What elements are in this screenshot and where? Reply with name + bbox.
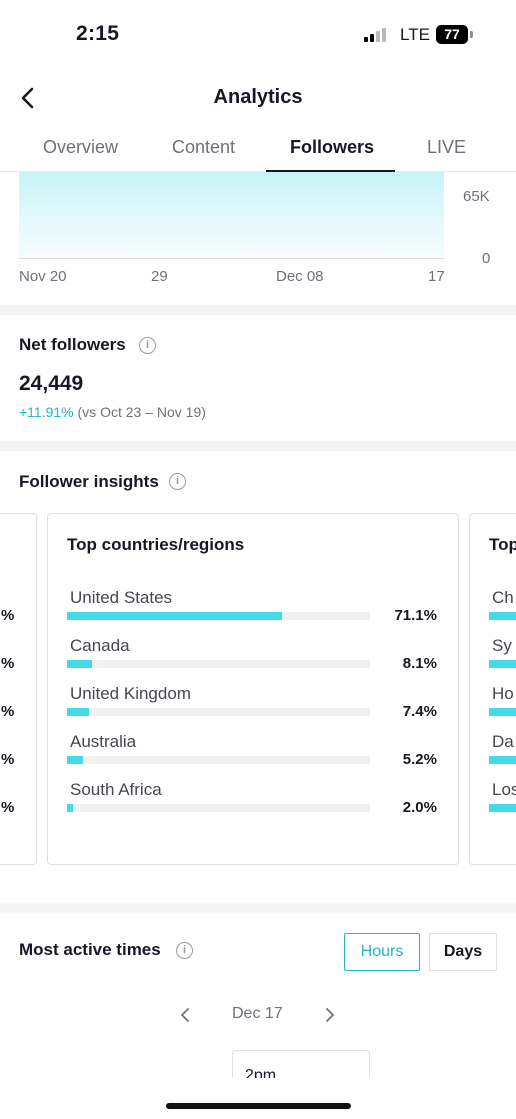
next-date-button[interactable] xyxy=(323,1005,337,1030)
x-tick-label: 29 xyxy=(151,268,168,285)
section-divider xyxy=(0,441,516,451)
country-percent: 71.1% xyxy=(394,607,437,624)
country-bar xyxy=(67,756,83,764)
country-bar-track xyxy=(67,756,370,764)
chart-baseline xyxy=(19,258,444,259)
battery-tip xyxy=(470,31,473,38)
y-tick-label: 0 xyxy=(482,250,491,267)
row-percent: % xyxy=(1,799,15,816)
country-label: United States xyxy=(70,588,173,607)
row-percent: % xyxy=(1,751,15,768)
row-percent: % xyxy=(1,655,15,672)
page-title: Analytics xyxy=(213,86,303,108)
current-date: Dec 17 xyxy=(232,1005,283,1022)
info-icon[interactable]: i xyxy=(169,473,186,490)
country-percent: 2.0% xyxy=(402,799,437,816)
chevron-left-icon xyxy=(181,1008,189,1022)
country-label: United Kingdom xyxy=(70,684,191,703)
active-tab-indicator xyxy=(266,170,395,172)
battery-icon: 77 xyxy=(436,25,468,44)
chart-area-fill xyxy=(19,172,444,258)
info-icon[interactable]: i xyxy=(139,337,156,354)
country-bar xyxy=(67,804,74,812)
network-type: LTE xyxy=(400,25,430,44)
country-bar xyxy=(67,612,283,620)
change-percent: +11.91% xyxy=(19,404,74,420)
header: Analytics xyxy=(0,70,516,126)
country-percent: 8.1% xyxy=(402,655,437,672)
net-followers-change: +11.91% (vs Oct 23 – Nov 19) xyxy=(19,404,206,420)
country-bar xyxy=(67,708,90,716)
country-percent: 7.4% xyxy=(402,703,437,720)
row-bar xyxy=(489,804,516,812)
bottom-safe-area xyxy=(0,1078,516,1119)
chevron-left-icon xyxy=(21,87,34,109)
tab-bar: Overview Content Followers LIVE xyxy=(0,126,516,172)
net-followers-title: Net followers xyxy=(19,335,126,354)
section-divider xyxy=(0,903,516,913)
row-bar xyxy=(489,612,516,620)
signal-icon xyxy=(364,28,386,42)
tab-followers[interactable]: Followers xyxy=(290,137,375,157)
insight-card-previous[interactable]: % % % % % xyxy=(0,513,37,865)
tab-live[interactable]: LIVE xyxy=(427,137,467,157)
most-active-times-title: Most active times xyxy=(19,940,161,959)
country-bar-track xyxy=(67,660,370,668)
followers-chart: 65K 0 Nov 20 29 Dec 08 17 xyxy=(0,172,516,292)
country-label: South Africa xyxy=(70,780,162,799)
row-label: Da xyxy=(492,732,514,751)
hours-toggle-button[interactable]: Hours xyxy=(344,933,420,971)
country-bar xyxy=(67,660,92,668)
tab-overview[interactable]: Overview xyxy=(43,137,119,157)
row-bar xyxy=(489,756,516,764)
days-toggle-button[interactable]: Days xyxy=(429,933,497,971)
previous-date-button[interactable] xyxy=(178,1005,192,1030)
back-button[interactable] xyxy=(14,84,42,112)
status-time: 2:15 xyxy=(76,22,120,45)
country-label: Canada xyxy=(70,636,130,655)
x-tick-label: Nov 20 xyxy=(19,268,67,285)
country-bar-track xyxy=(67,612,370,620)
card-title: Top countries/regions xyxy=(67,535,245,554)
net-followers-value: 24,449 xyxy=(19,372,84,395)
row-label: Los xyxy=(492,780,516,799)
row-bar xyxy=(489,660,516,668)
insight-card-next[interactable]: Top Ch Sy Ho Da Los xyxy=(469,513,516,865)
info-icon[interactable]: i xyxy=(176,942,193,959)
chevron-right-icon xyxy=(326,1008,334,1022)
row-label: Ho xyxy=(492,684,514,703)
follower-insights-title: Follower insights xyxy=(19,472,159,491)
tab-content[interactable]: Content xyxy=(172,137,236,157)
x-tick-label: 17 xyxy=(428,268,445,285)
country-label: Australia xyxy=(70,732,137,751)
status-bar: 2:15 LTE 77 xyxy=(0,0,516,70)
row-label: Sy xyxy=(492,636,512,655)
country-percent: 5.2% xyxy=(402,751,437,768)
card-title: Top xyxy=(489,535,516,554)
home-indicator xyxy=(166,1103,351,1109)
x-tick-label: Dec 08 xyxy=(276,268,324,285)
row-bar xyxy=(489,708,516,716)
chart-gridline xyxy=(19,196,444,197)
country-bar-track xyxy=(67,804,370,812)
change-comparison: (vs Oct 23 – Nov 19) xyxy=(77,404,206,420)
row-label: Ch xyxy=(492,588,514,607)
section-divider xyxy=(0,305,516,315)
row-percent: % xyxy=(1,607,15,624)
y-tick-label: 65K xyxy=(463,188,490,205)
row-percent: % xyxy=(1,703,15,720)
insight-card-top-countries[interactable]: Top countries/regions United States 71.1… xyxy=(47,513,459,865)
country-bar-track xyxy=(67,708,370,716)
